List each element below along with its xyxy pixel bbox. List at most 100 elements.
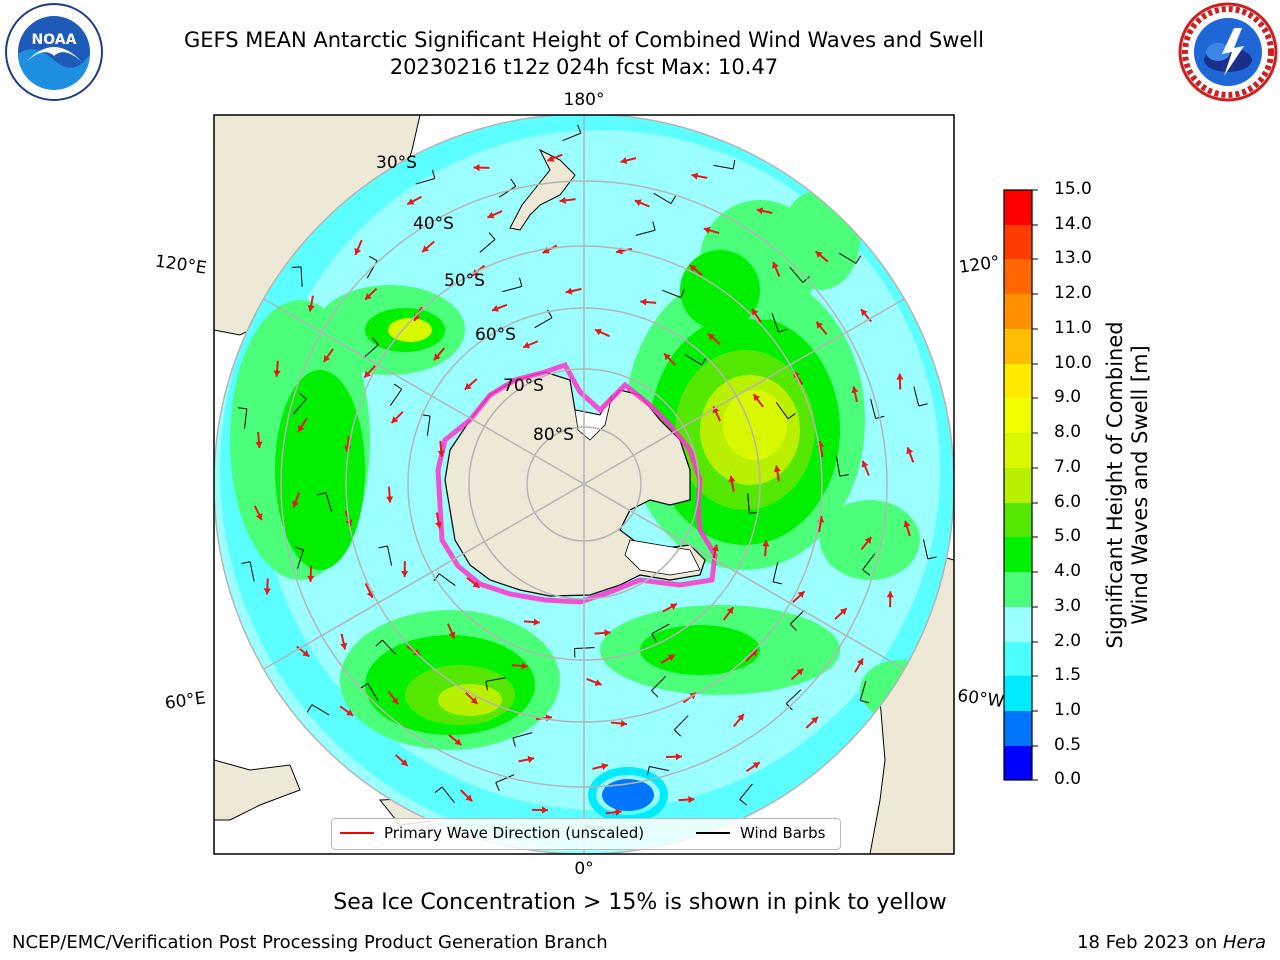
wave-arrowhead xyxy=(752,762,760,769)
wave-arrowhead xyxy=(491,305,499,312)
wave-arrowhead xyxy=(533,618,540,626)
wave-arrowhead xyxy=(559,196,567,204)
wave-arrowhead xyxy=(756,207,764,215)
colorbar-tick-label: 11.0 xyxy=(1054,318,1092,338)
wind-barb-flag xyxy=(510,178,517,187)
wind-barb-staff xyxy=(775,402,789,420)
wind-barb-staff xyxy=(859,681,867,701)
colorbar-tick-label: 1.5 xyxy=(1054,665,1082,685)
colorbar-title-line2: Wind Waves and Swell [m] xyxy=(1128,345,1152,625)
wind-barb-staff xyxy=(651,623,670,635)
svg-text:NOAA: NOAA xyxy=(32,32,77,48)
wind-barb-staff xyxy=(296,549,304,570)
colorbar-bin xyxy=(1004,259,1032,294)
wave-arrowhead xyxy=(664,353,671,361)
map-frame xyxy=(213,114,955,855)
wave-arrowhead xyxy=(903,520,911,528)
lon-label-120w: 120° xyxy=(958,252,1001,278)
colorbar-tick-label: 5.0 xyxy=(1054,526,1082,546)
wind-barb-staff xyxy=(684,354,703,366)
wave-arrowhead xyxy=(839,608,847,615)
colorbar-tick-label: 6.0 xyxy=(1054,492,1082,512)
wind-barb-flag xyxy=(773,581,782,585)
colorbar-bin xyxy=(1004,746,1032,780)
wave-arrowhead xyxy=(620,157,628,165)
wave-arrowhead xyxy=(292,500,300,508)
wave-arrowhead xyxy=(601,762,609,770)
wave-arrowhead xyxy=(307,575,315,582)
wind-barb-flag xyxy=(739,799,748,806)
colorbar-tick-label: 14.0 xyxy=(1054,214,1092,234)
wave-arrowhead xyxy=(737,714,744,721)
wind-barb-staff xyxy=(772,562,779,582)
wind-barb-swatch xyxy=(696,832,730,834)
wind-barb-flag xyxy=(855,255,862,264)
legend-barb-label: Wind Barbs xyxy=(740,824,826,842)
colorbar-tick-label: 9.0 xyxy=(1054,387,1082,407)
wave-height-region xyxy=(388,318,432,342)
wind-barb-staff xyxy=(673,715,689,731)
wave-arrowhead xyxy=(906,447,914,455)
wind-barb-flag xyxy=(862,569,871,576)
colorbar-tick-label: 0.5 xyxy=(1054,735,1082,755)
wind-barb-staff xyxy=(389,388,403,406)
wave-arrowhead xyxy=(255,513,263,521)
wind-barb-staff xyxy=(862,553,876,571)
wave-arrowhead xyxy=(816,321,823,329)
colorbar-tick-label: 15.0 xyxy=(1054,179,1092,199)
wind-barb-flag xyxy=(393,383,402,390)
graticule xyxy=(214,115,954,854)
wave-arrowhead xyxy=(437,450,445,457)
wind-barb-staff xyxy=(913,386,920,407)
chart-title: GEFS MEAN Antarctic Significant Height o… xyxy=(183,28,985,52)
wind-barb-staff xyxy=(789,266,804,283)
noaa-logo: NOAA xyxy=(5,3,103,101)
wave-arrowhead xyxy=(465,794,473,802)
lon-label-60w: 60°W xyxy=(956,686,1005,712)
wave-arrowhead xyxy=(689,265,697,272)
wind-barb-flag xyxy=(787,413,796,420)
wind-barb-staff xyxy=(479,239,496,253)
wave-arrowhead xyxy=(565,287,573,295)
wave-arrowhead xyxy=(711,544,719,552)
legend-item-wave-direction: Primary Wave Direction (unscaled) xyxy=(340,824,644,842)
wave-arrowhead xyxy=(323,354,331,362)
lon-label-180: 180° xyxy=(564,90,605,110)
lon-label-60e: 60°E xyxy=(164,688,207,713)
wind-barb-staff xyxy=(325,492,333,512)
wind-barb-flag xyxy=(577,124,582,134)
wave-arrowhead xyxy=(773,465,781,473)
wind-barb-staff xyxy=(311,704,330,716)
colorbar xyxy=(1003,189,1038,781)
colorbar-bin xyxy=(1004,711,1032,746)
wind-barb-flag xyxy=(651,690,659,698)
wind-barb-flag xyxy=(431,169,436,179)
wave-arrowhead xyxy=(728,475,736,483)
wave-arrowhead xyxy=(391,416,399,424)
wave-arrowhead xyxy=(354,247,362,255)
wind-barb-staff xyxy=(534,317,553,329)
colorbar-tick-label: 1.0 xyxy=(1054,700,1082,720)
wind-barb-staff xyxy=(300,266,303,287)
wind-barb-flag xyxy=(317,491,326,496)
wave-direction-arrows xyxy=(253,153,915,816)
wind-barb-flag xyxy=(375,639,383,647)
wind-barb-flag xyxy=(299,392,307,400)
wave-arrowhead xyxy=(448,631,456,639)
wave-arrowhead xyxy=(340,642,348,650)
wind-barb-staff xyxy=(870,399,877,419)
wind-barb-flag xyxy=(927,556,937,560)
colorbar-tick-label: 10.0 xyxy=(1054,353,1092,373)
map-legend: Primary Wave Direction (unscaled) Wind B… xyxy=(331,818,841,850)
wind-barb-staff xyxy=(512,732,533,739)
colorbar-bin xyxy=(1004,329,1032,364)
wind-barb-flag xyxy=(372,337,379,345)
wave-arrowhead xyxy=(473,164,480,172)
wave-height-region xyxy=(275,370,365,570)
wind-barb-flag xyxy=(732,159,736,169)
wave-arrowhead xyxy=(634,199,642,207)
wind-barb-flag xyxy=(646,766,650,776)
wind-barb-flag xyxy=(512,737,516,747)
wind-barb-staff xyxy=(249,561,255,582)
